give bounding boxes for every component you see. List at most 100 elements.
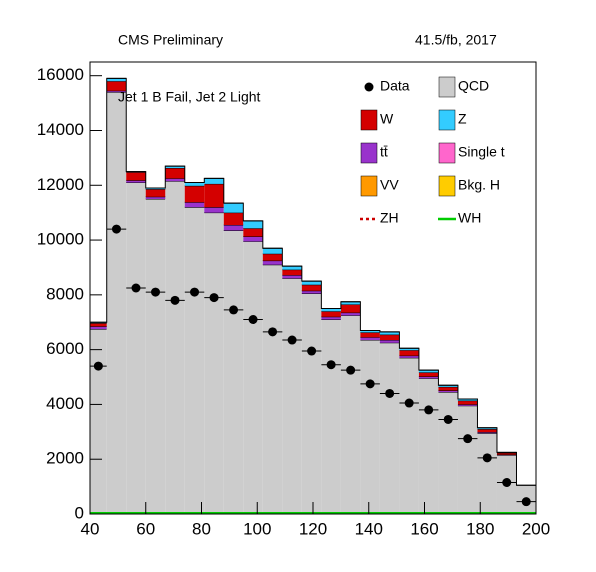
bar-segment — [360, 330, 380, 333]
bar-segment — [145, 189, 166, 197]
bar-segment — [399, 355, 419, 358]
bar-segment — [165, 168, 185, 179]
bar-segment — [145, 188, 166, 190]
bar-segment — [262, 260, 283, 265]
bar-segment — [340, 315, 361, 514]
bar-segment — [90, 329, 107, 514]
bar-segment — [457, 398, 478, 401]
bar-segment — [457, 405, 478, 514]
bar-segment — [243, 236, 263, 242]
data-point — [463, 434, 473, 444]
data-point — [111, 224, 121, 234]
data-point — [170, 295, 180, 305]
bar-segment — [321, 319, 341, 514]
bar-segment — [243, 228, 263, 237]
stack-outline — [89, 77, 537, 514]
bar-segment — [106, 81, 127, 91]
bar-segment — [262, 264, 283, 514]
bar-segment — [340, 304, 361, 313]
bar-segment — [301, 284, 322, 291]
bar-segment — [223, 203, 244, 213]
bar-segment — [399, 348, 419, 351]
legend-swatch — [438, 175, 456, 197]
y-tick-label: 12000 — [37, 175, 84, 194]
x-tick-label: 180 — [466, 519, 494, 538]
y-tick-label: 10000 — [37, 230, 84, 249]
legend-label: Z — [458, 111, 467, 127]
legend-swatch — [360, 142, 378, 164]
legend-label: WH — [458, 210, 481, 226]
bar-segment — [418, 378, 439, 514]
bar-segment — [360, 340, 380, 514]
legend-label: VV — [380, 177, 399, 193]
bar-segment — [282, 266, 302, 270]
bar-segment — [223, 224, 244, 231]
bar-segment — [438, 392, 458, 514]
bar-segment — [399, 350, 419, 356]
data-point — [268, 327, 278, 337]
bar-segment — [262, 248, 283, 254]
bar-segment — [106, 92, 127, 514]
data-point — [307, 346, 317, 356]
data-point — [190, 287, 200, 297]
bar-segment — [243, 241, 263, 514]
bar-segment — [496, 452, 517, 455]
data-point — [93, 361, 103, 371]
bar-segment — [457, 404, 478, 406]
bar-segment — [477, 432, 497, 434]
bar-segment — [106, 90, 127, 93]
bar-segment — [340, 312, 361, 316]
y-tick-label: 14000 — [37, 120, 84, 139]
bar-segment — [90, 326, 107, 330]
bar-segment — [379, 334, 400, 341]
data-point — [482, 453, 492, 463]
bar-segment — [223, 230, 244, 515]
bar-segment — [106, 78, 127, 82]
bar-segment — [418, 370, 439, 373]
data-point — [326, 360, 336, 370]
bar-segment — [438, 390, 458, 393]
y-tick-label: 0 — [75, 503, 84, 522]
bar-segment — [126, 180, 146, 183]
x-tick-label: 60 — [136, 519, 155, 538]
data-point — [229, 305, 239, 315]
annotation: CMS Preliminary — [118, 32, 223, 48]
bar-segment — [301, 293, 322, 514]
legend-label: Bkg. H — [458, 177, 500, 193]
legend-label: tt̄ — [380, 144, 388, 160]
legend-label: Data — [380, 78, 410, 94]
x-tick-label: 120 — [299, 519, 327, 538]
x-tick-label: 40 — [81, 519, 100, 538]
x-tick-label: 140 — [355, 519, 383, 538]
bar-segment — [126, 182, 146, 515]
y-tick-label: 8000 — [46, 284, 84, 303]
y-tick-label: 2000 — [46, 449, 84, 468]
legend-swatch — [360, 175, 378, 197]
legend-label: Single t — [458, 144, 505, 160]
data-point — [424, 405, 434, 415]
bar-segment — [165, 178, 185, 182]
bar-segment — [145, 196, 166, 199]
bar-segment — [184, 185, 205, 203]
bar-segment — [90, 323, 107, 327]
data-point — [404, 398, 414, 408]
bar-segment — [438, 386, 458, 391]
data-point — [365, 379, 375, 389]
bar-segment — [360, 332, 380, 338]
bar-segment — [321, 311, 341, 317]
bar-segment — [477, 427, 497, 430]
bar-segment — [379, 342, 400, 514]
bar-segment — [126, 172, 146, 181]
bar-segment — [165, 181, 185, 514]
bar-segment — [399, 357, 419, 514]
bar-segment — [360, 337, 380, 341]
bar-segment — [204, 212, 224, 514]
bar-segment — [418, 376, 439, 379]
legend-swatch — [438, 109, 456, 131]
annotation: 41.5/fb, 2017 — [415, 32, 497, 48]
y-tick-label: 4000 — [46, 394, 84, 413]
data-point — [346, 365, 356, 375]
x-tick-label: 80 — [192, 519, 211, 538]
data-point — [443, 414, 453, 424]
